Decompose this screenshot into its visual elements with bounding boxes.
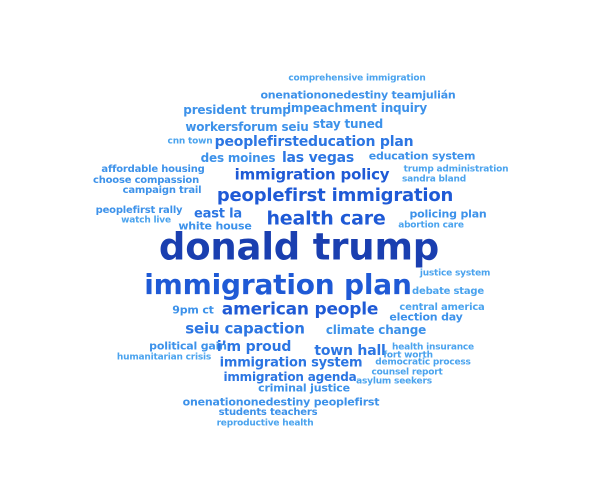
word: reproductive health: [216, 418, 314, 429]
word: american people: [221, 299, 379, 320]
word: choose compassion: [92, 175, 200, 186]
word: white house: [178, 219, 252, 233]
word: campaign trail: [122, 185, 202, 196]
word: abortion care: [398, 220, 464, 231]
word: cnn town: [167, 136, 213, 147]
word: humanitarian crisis: [116, 352, 212, 363]
word: i’m proud: [216, 339, 292, 355]
word: justice system: [419, 268, 491, 279]
word: political gain: [149, 339, 227, 353]
word: students teachers: [218, 407, 318, 418]
word: central america: [399, 302, 485, 313]
word: debate stage: [412, 286, 484, 297]
word: stay tuned: [312, 117, 384, 131]
word: 9pm ct: [172, 303, 214, 317]
word: climate change: [325, 323, 427, 337]
word: asylum seekers: [356, 376, 432, 387]
word: education system: [368, 149, 476, 163]
word: onenationonedestiny peoplefirst: [182, 395, 380, 409]
word: immigration system: [219, 355, 363, 371]
word: sandra bland: [402, 174, 466, 185]
word: town hall: [314, 343, 386, 359]
word: peoplefirst immigration: [216, 185, 454, 206]
word: president trump: [183, 103, 291, 117]
word: peoplefirst rally: [95, 205, 183, 216]
word: workersforum seiu: [185, 120, 309, 134]
word: health insurance: [392, 342, 474, 353]
word: watch live: [121, 215, 171, 226]
word: peoplefirsteducation plan: [214, 134, 414, 150]
word: policing plan: [409, 207, 487, 221]
word: trump administration: [403, 164, 509, 175]
word: onenationonedestiny teamjulián: [260, 88, 456, 102]
word: counsel report: [371, 367, 443, 378]
word: east la: [194, 206, 242, 222]
word: las vegas: [281, 150, 355, 166]
word: comprehensive immigration: [288, 73, 426, 84]
word: des moines: [200, 151, 276, 165]
word: election day: [389, 310, 463, 324]
word: affordable housing: [101, 164, 205, 175]
word: fort worth: [383, 350, 433, 361]
word: immigration plan: [144, 268, 412, 301]
word: immigration policy: [234, 165, 390, 184]
word: seiu capaction: [185, 319, 305, 338]
word: criminal justice: [258, 381, 350, 395]
word: immigration agenda: [223, 370, 357, 384]
word: health care: [266, 207, 386, 230]
word: impeachment inquiry: [286, 101, 428, 115]
word: democratic process: [375, 357, 471, 368]
word: donald trump: [158, 225, 440, 269]
